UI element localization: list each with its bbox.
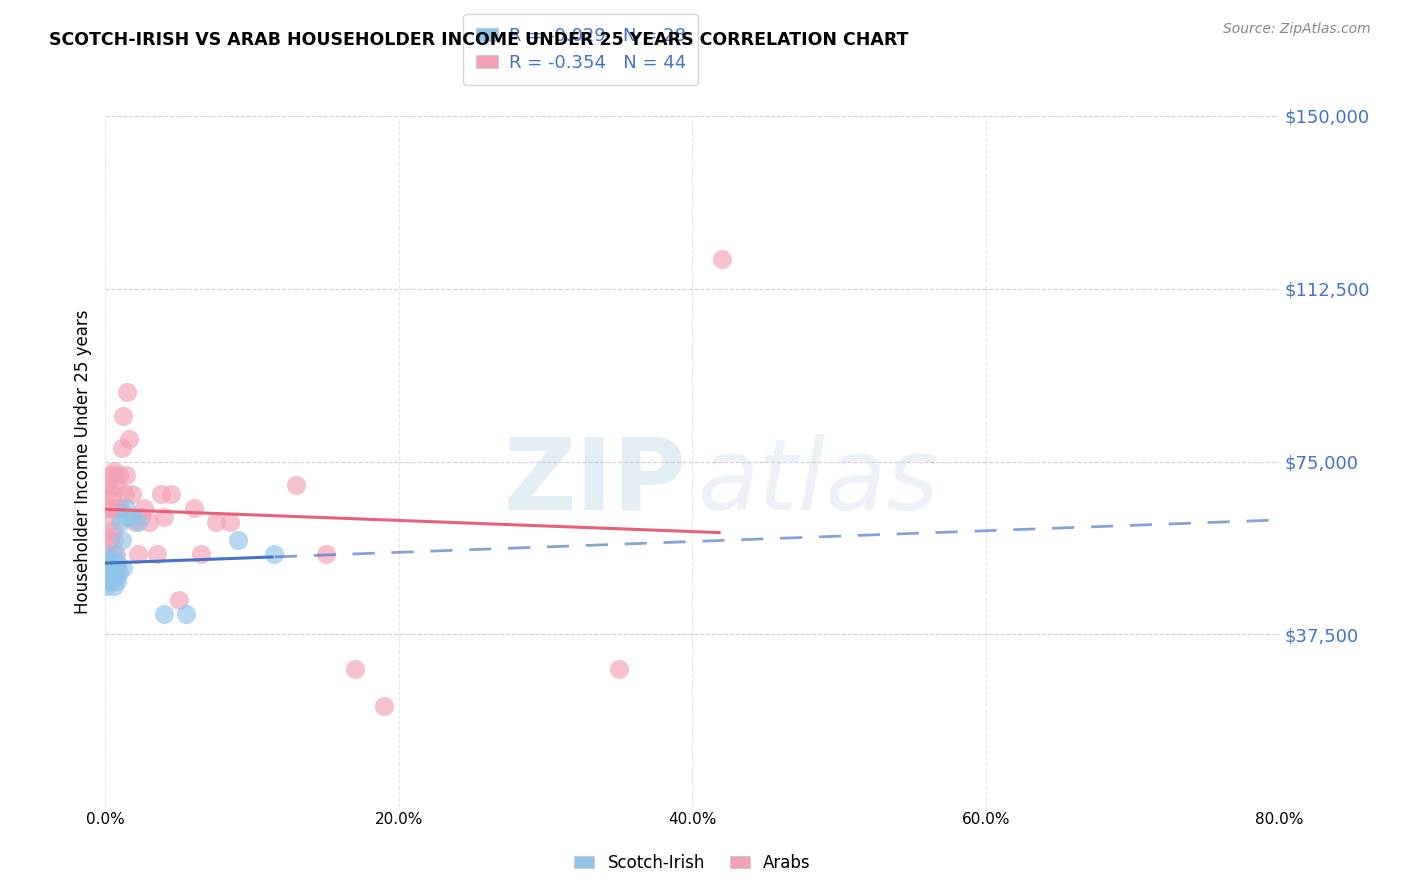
Point (153, 607, 176, 621)
Point (97, 570, 120, 584)
Point (132, 500, 155, 515)
Point (101, 566, 124, 580)
Point (103, 579, 125, 593)
Point (100, 468, 122, 483)
Point (118, 432, 141, 446)
Point (98, 515, 121, 529)
Point (101, 556, 124, 570)
Point (204, 515, 226, 529)
Point (104, 477, 127, 491)
Point (373, 698, 395, 713)
Point (115, 500, 138, 515)
Point (127, 515, 149, 529)
Point (105, 500, 128, 515)
Point (127, 547, 149, 561)
Point (104, 547, 127, 561)
Point (129, 510, 152, 524)
Point (117, 510, 139, 524)
Point (104, 570, 127, 584)
Point (107, 566, 129, 580)
Point (167, 592, 190, 607)
Point (103, 533, 125, 547)
Point (96, 579, 118, 593)
Point (96, 570, 118, 584)
Point (97, 560, 120, 574)
Point (98, 551, 121, 566)
Point (104, 560, 127, 574)
Point (226, 533, 249, 547)
Point (98, 574, 121, 589)
Point (219, 515, 242, 529)
Point (110, 533, 132, 547)
Point (174, 607, 197, 621)
Point (103, 547, 125, 561)
Point (285, 477, 308, 491)
Point (105, 574, 128, 589)
Text: SCOTCH-IRISH VS ARAB HOUSEHOLDER INCOME UNDER 25 YEARS CORRELATION CHART: SCOTCH-IRISH VS ARAB HOUSEHOLDER INCOME … (49, 31, 908, 49)
Point (108, 515, 131, 529)
Point (343, 662, 366, 676)
Point (108, 500, 131, 515)
Text: ZIP: ZIP (503, 434, 686, 531)
Point (98, 533, 121, 547)
Point (105, 556, 128, 570)
Point (96, 547, 118, 561)
Point (115, 468, 138, 483)
Text: atlas: atlas (699, 434, 941, 531)
Point (124, 515, 146, 529)
Point (607, 662, 630, 676)
Point (112, 560, 135, 574)
Point (153, 510, 176, 524)
Text: Source: ZipAtlas.com: Source: ZipAtlas.com (1223, 22, 1371, 37)
Point (138, 515, 160, 529)
Point (97, 477, 120, 491)
Point (96, 487, 118, 501)
Point (100, 570, 122, 584)
Point (146, 547, 169, 561)
Point (103, 464, 125, 478)
Point (263, 547, 285, 561)
Point (112, 409, 135, 423)
Point (100, 560, 122, 574)
Point (101, 487, 124, 501)
Point (117, 385, 139, 400)
Point (150, 487, 173, 501)
Point (107, 468, 129, 483)
Point (710, 252, 733, 266)
Point (114, 487, 136, 501)
Point (101, 524, 124, 538)
Point (97, 500, 120, 515)
Y-axis label: Householder Income Under 25 years: Householder Income Under 25 years (73, 310, 91, 614)
Point (110, 441, 132, 455)
Point (121, 510, 143, 524)
Point (160, 487, 183, 501)
Legend: Scotch-Irish, Arabs: Scotch-Irish, Arabs (568, 847, 817, 879)
Point (121, 487, 143, 501)
Point (100, 500, 122, 515)
Point (183, 500, 205, 515)
Point (190, 547, 212, 561)
Point (315, 547, 337, 561)
